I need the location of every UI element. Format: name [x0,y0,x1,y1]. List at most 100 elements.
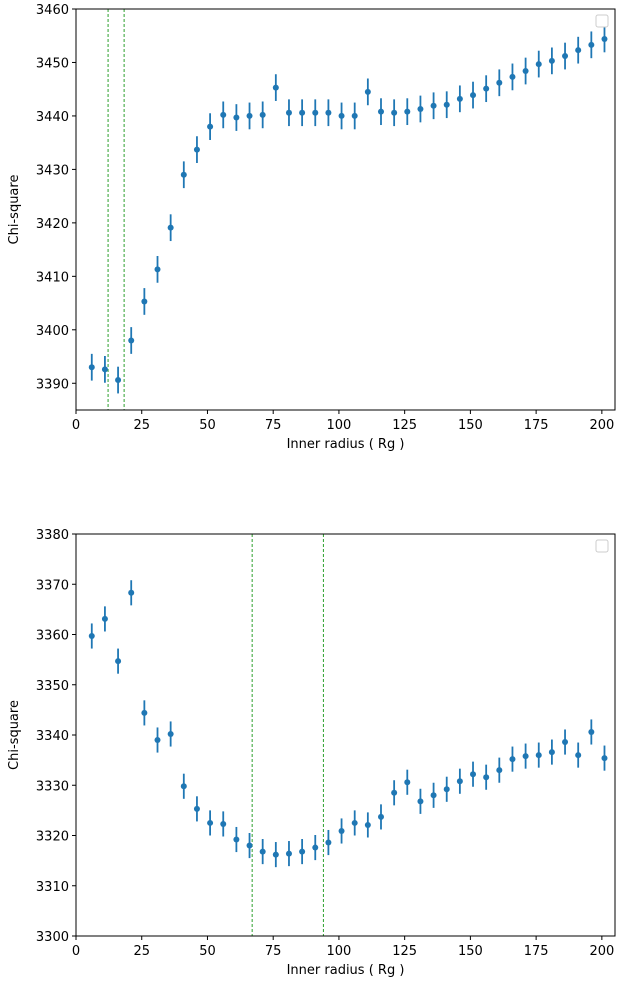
point [88,633,95,640]
y-tick-label: 3460 [36,3,69,18]
point [299,848,306,855]
point [575,47,582,54]
point [285,109,292,116]
x-axis-label: Inner radius ( Rg ) [287,437,405,452]
point [496,767,503,774]
point [338,827,345,834]
point [391,789,398,796]
point [535,752,542,759]
point [246,112,253,119]
x-tick-label: 75 [265,944,282,959]
point [325,839,332,846]
x-tick-label: 150 [458,944,483,959]
point [483,85,490,92]
point [115,377,122,384]
point [417,105,424,112]
point [417,798,424,805]
point [180,171,187,178]
point [207,123,214,130]
y-tick-label: 3320 [36,830,69,845]
point [588,728,595,735]
y-axis-label: Chi-square [7,700,22,770]
point [115,658,122,665]
y-tick-label: 3360 [36,629,69,644]
point [285,850,292,857]
point [456,778,463,785]
point [575,752,582,759]
point [233,836,240,843]
point [535,61,542,68]
x-tick-label: 200 [589,418,614,433]
point [483,774,490,781]
point [299,109,306,116]
point [154,737,161,744]
x-tick-label: 50 [199,418,216,433]
point [351,819,358,826]
point [338,112,345,119]
x-tick-label: 125 [392,944,417,959]
point [601,755,608,762]
point [443,101,450,108]
y-tick-label: 3420 [36,217,69,232]
point [220,820,227,827]
x-tick-label: 50 [199,944,216,959]
y-tick-label: 3350 [36,679,69,694]
point [259,111,266,118]
y-tick-label: 3410 [36,270,69,285]
point [128,589,135,596]
y-tick-label: 3370 [36,578,69,593]
point [325,109,332,116]
x-tick-label: 200 [589,944,614,959]
point [167,224,174,231]
x-tick-label: 125 [392,418,417,433]
x-tick-label: 100 [327,944,352,959]
y-tick-label: 3310 [36,880,69,895]
point [101,366,108,373]
y-tick-label: 3430 [36,163,69,178]
x-tick-label: 175 [524,944,549,959]
point [562,739,569,746]
axes-frame [75,8,616,411]
point [430,792,437,799]
point [377,108,384,115]
point [548,57,555,64]
point [351,112,358,119]
point [246,842,253,849]
y-tick-label: 3380 [36,528,69,543]
y-tick-label: 3440 [36,110,69,125]
point [377,813,384,820]
x-tick-label: 0 [72,418,80,433]
point [391,109,398,116]
x-tick-label: 0 [72,944,80,959]
point [154,266,161,273]
point [562,53,569,60]
point [312,109,319,116]
point [496,79,503,86]
legend-box [595,539,609,553]
y-tick-label: 3340 [36,729,69,744]
legend-box [595,14,609,28]
point [233,114,240,121]
point [141,709,148,716]
point [364,821,371,828]
point [522,753,529,760]
x-tick-label: 25 [133,944,150,959]
point [522,68,529,75]
point [193,146,200,153]
point [430,102,437,109]
x-tick-label: 25 [133,418,150,433]
axes-frame [75,533,616,937]
point [548,749,555,756]
point [259,848,266,855]
point [180,783,187,790]
point [128,337,135,344]
point [88,364,95,371]
x-tick-label: 175 [524,418,549,433]
y-tick-label: 3450 [36,56,69,71]
point [167,730,174,737]
x-axis-label: Inner radius ( Rg ) [287,963,405,978]
point [509,756,516,763]
point [272,851,279,858]
y-tick-label: 3390 [36,377,69,392]
